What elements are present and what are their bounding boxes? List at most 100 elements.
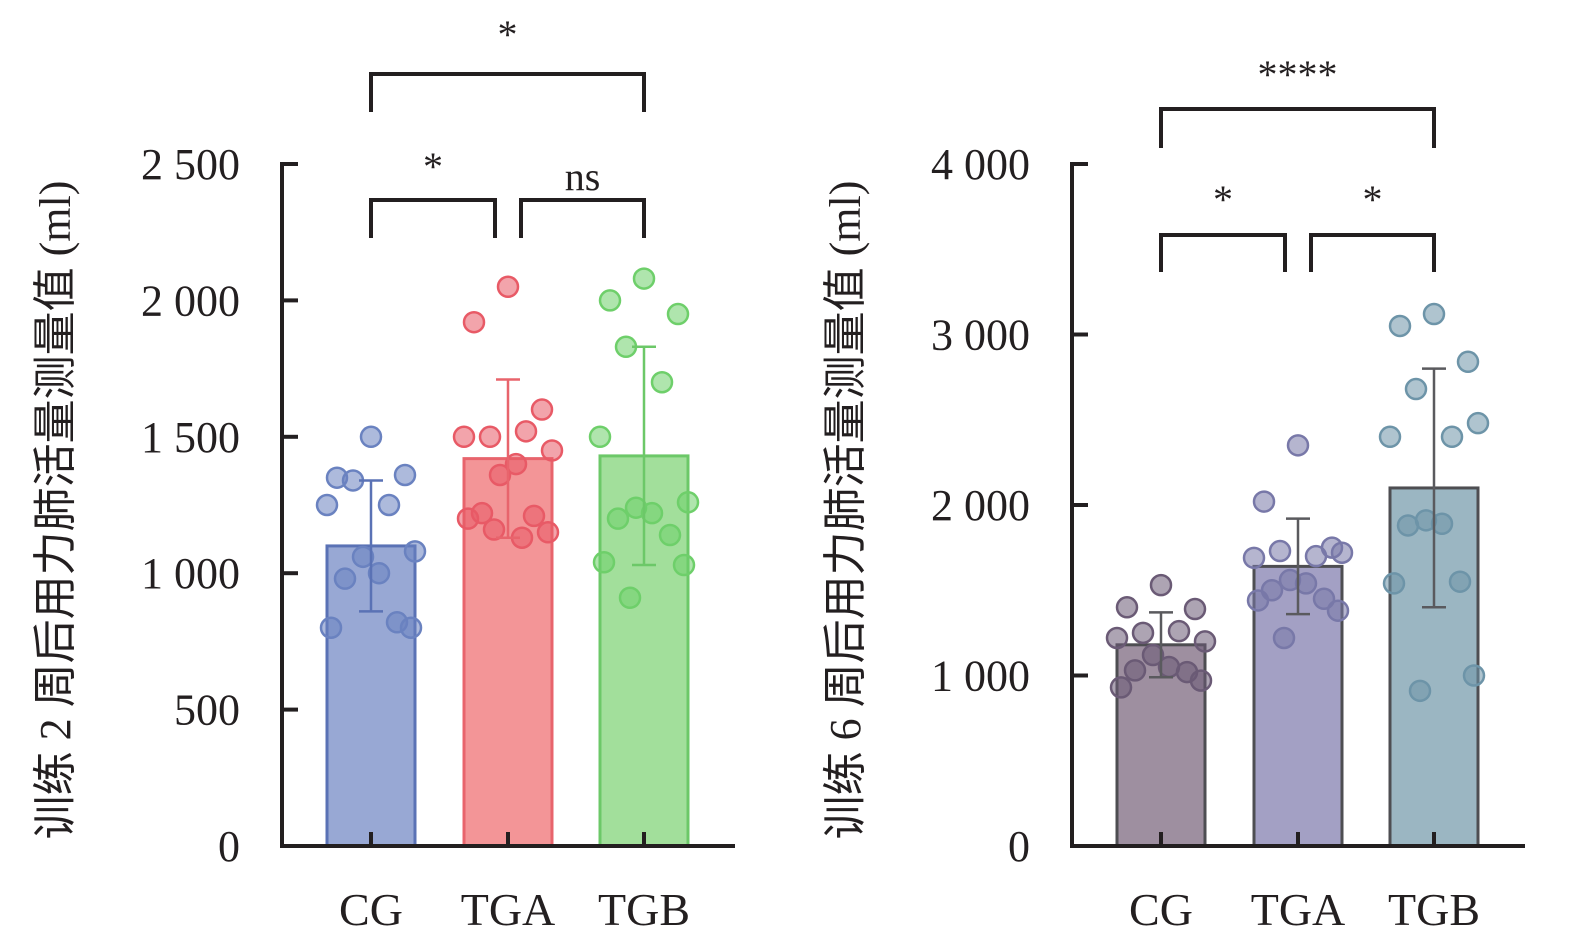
data-point-tga [1304,544,1328,568]
data-point-cg [1123,659,1147,682]
data-point-tgb [606,507,630,530]
data-point-tga [456,507,480,530]
data-point-tgb [598,289,622,312]
data-point-tga [488,463,512,487]
significance-label: * [423,144,443,189]
data-point-tga [1268,539,1292,563]
data-point-tgb [1396,514,1420,537]
category-label-tgb: TGB [598,884,690,935]
category-label-tga: TGA [1251,884,1346,935]
data-point-tgb [1456,350,1480,374]
y-tick-label: 0 [218,822,240,871]
data-point-tga [1242,546,1266,570]
data-point-tgb [1448,570,1472,593]
data-point-tgb [676,491,700,514]
data-point-cg [367,561,391,585]
category-label-tgb: TGB [1388,884,1480,935]
data-point-tga [522,504,546,528]
data-point-cg [403,540,427,563]
data-point-cg [377,493,401,517]
data-point-tgb [1382,572,1406,595]
data-point-tgb [1388,314,1412,338]
data-point-tga [462,310,486,334]
data-point-cg [351,545,375,569]
data-point-tga [514,420,538,443]
data-point-cg [359,425,383,449]
data-point-cg [1105,626,1129,650]
data-point-cg [399,616,423,640]
data-point-tga [478,425,502,449]
significance-label: * [498,12,518,57]
data-point-tga [1272,626,1296,650]
y-tick-label: 1 500 [141,413,240,462]
significance-label: ns [565,154,601,199]
data-point-tga [1326,599,1350,622]
data-point-tgb [1422,302,1446,326]
data-point-tgb [650,370,674,394]
category-label-cg: CG [1129,884,1193,935]
data-point-cg [1167,619,1191,643]
data-point-tgb [1462,664,1486,687]
data-point-tgb [640,501,664,525]
significance-bracket [519,198,646,238]
y-tick-label: 4 000 [931,140,1030,189]
data-point-tgb [1440,425,1464,449]
data-point-tga [1286,434,1310,457]
data-point-tgb [1404,377,1428,401]
data-point-tga [1330,541,1354,564]
significance-bracket [1159,233,1287,272]
significance-label: * [1363,177,1383,222]
data-point-cg [1141,643,1165,667]
data-point-tga [452,425,476,449]
significance-bracket [369,198,497,238]
significance-label: **** [1258,52,1338,97]
significance-bracket [369,72,646,112]
y-axis-title: 训练 6 周后用力肺活量测量值 (ml) [821,181,870,840]
data-point-tga [530,398,554,421]
data-point-cg [1149,573,1173,597]
y-tick-label: 2 500 [141,140,240,189]
data-point-tga [536,521,560,544]
data-point-tga [1246,589,1270,612]
data-point-cg [393,463,417,487]
data-point-cg [1189,669,1213,692]
data-point-tgb [658,523,682,547]
data-point-tgb [1466,411,1490,435]
chart-panel-left: 0 500 1 000 1 500 2 000 2 500 CG TGA TGB 训练 2 周后用… [31,12,735,935]
data-point-tga [482,518,506,541]
data-point-tgb [632,267,656,290]
data-point-cg [1183,597,1207,621]
data-point-cg [1131,621,1155,645]
y-tick-label: 3 000 [931,311,1030,360]
significance-label: * [1213,177,1233,222]
data-point-tgb [1408,679,1432,703]
y-tick-label: 1 000 [141,549,240,598]
y-tick-label: 0 [1008,822,1030,871]
data-point-tgb [618,586,642,610]
data-point-cg [1109,676,1133,699]
data-point-tga [1252,490,1276,513]
data-point-cg [333,567,357,590]
data-point-tgb [666,302,690,326]
y-tick-label: 2 000 [931,481,1030,530]
data-point-tga [1312,587,1336,611]
data-point-tga [1294,572,1318,595]
data-point-tga [540,439,564,462]
y-tick-label: 1 000 [931,652,1030,701]
y-tick-label: 2 000 [141,276,240,325]
category-label-tga: TGA [461,884,556,935]
data-point-tgb [592,551,616,574]
data-point-tgb [588,425,612,449]
data-point-cg [315,493,339,517]
significance-bracket [1159,107,1436,148]
data-point-tgb [1378,425,1402,449]
data-point-cg [319,616,343,640]
data-point-tga [504,452,528,476]
significance-bracket [1309,233,1436,272]
y-axis-title: 训练 2 周后用力肺活量测量值 (ml) [31,181,80,840]
y-tick-label: 500 [174,686,240,735]
data-point-cg [1115,596,1139,619]
data-point-tgb [672,553,696,577]
category-label-cg: CG [339,884,403,935]
